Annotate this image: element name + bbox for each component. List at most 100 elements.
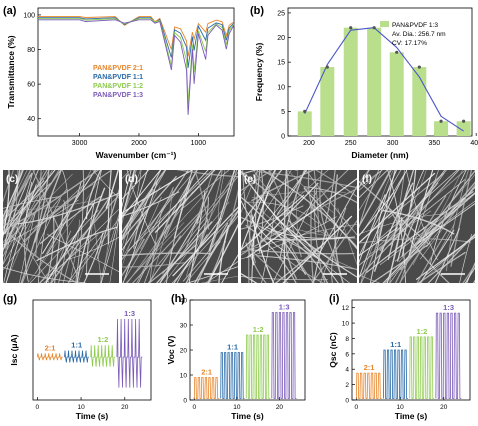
signal-trace-1-1	[64, 350, 89, 363]
fiber	[287, 219, 339, 283]
x-tick-label: 20	[121, 404, 129, 411]
fiber	[265, 226, 346, 239]
y-axis-label: Frequency (%)	[254, 43, 264, 102]
x-tick-label: 0	[192, 404, 196, 411]
fiber	[122, 170, 132, 209]
signal-trace-1-2	[409, 336, 435, 399]
panel-label-h: (h)	[171, 293, 185, 305]
x-tick-label: 0	[355, 404, 359, 411]
plot-frame	[32, 299, 152, 401]
fiber	[310, 206, 314, 283]
fiber	[191, 172, 238, 231]
fiber	[419, 184, 475, 260]
panel-label-d: (d)	[125, 174, 138, 185]
fiber	[270, 229, 328, 283]
fiber	[293, 170, 298, 171]
fiber	[359, 173, 406, 278]
fiber	[3, 170, 28, 225]
fiber	[207, 240, 227, 283]
fiber	[377, 170, 398, 244]
panel-label-e: (e)	[244, 174, 256, 185]
y-tick-label: 10	[342, 321, 350, 328]
x-tick-label: 250	[345, 140, 357, 147]
fiber	[274, 246, 322, 283]
bar-top-point	[303, 109, 307, 113]
histogram-bar	[456, 121, 471, 136]
fiber	[369, 170, 396, 283]
sem-image-c: (c)	[3, 170, 119, 283]
fiber	[122, 186, 174, 283]
ratio-label: 1:3	[124, 309, 135, 318]
fiber	[359, 274, 381, 283]
legend-entry: PAN&PVDF 2:1	[93, 65, 143, 72]
fiber	[265, 236, 356, 241]
bar-top-point	[395, 50, 399, 54]
series-line-panpvdf21	[38, 16, 235, 57]
series-line-panpvdf12	[38, 18, 235, 104]
fiber	[155, 221, 213, 283]
fiber	[361, 170, 402, 234]
fiber	[283, 207, 298, 280]
fiber	[193, 209, 238, 283]
bar-top-point	[417, 65, 421, 69]
fiber	[254, 170, 308, 239]
fiber	[3, 170, 24, 219]
fiber	[256, 255, 357, 270]
fiber	[35, 170, 42, 256]
fiber	[387, 170, 415, 261]
fiber	[122, 175, 191, 261]
bar-top-point	[439, 119, 443, 123]
fiber	[67, 231, 105, 283]
fiber	[275, 217, 357, 278]
fiber	[188, 191, 206, 283]
fiber	[419, 235, 475, 283]
series-line-panpvdf11	[38, 17, 235, 68]
x-tick-label: 350	[429, 140, 441, 147]
legend-text: Av. Dia.: 256.7 nm	[392, 31, 446, 38]
fiber	[373, 182, 414, 272]
histogram-bar	[367, 27, 382, 137]
fiber	[399, 170, 439, 283]
fiber	[122, 170, 137, 226]
legend-text: CV: 17.17%	[392, 40, 427, 47]
panel-label-b: (b)	[250, 5, 264, 17]
x-tick-label: 300	[387, 140, 399, 147]
fiber	[156, 203, 210, 268]
y-tick-label: 6	[345, 351, 349, 358]
fiber	[43, 208, 119, 283]
fiber	[221, 254, 238, 283]
fiber	[399, 205, 452, 283]
fiber	[136, 205, 177, 283]
fiber	[75, 170, 84, 283]
fiber	[162, 175, 238, 275]
fiber	[5, 189, 47, 283]
chart-diameter-histogram: 200 250 300 350 400 0 5 10 15 20 25 PAN&PVDF 1:3 Av.…	[254, 7, 478, 160]
fiber	[77, 224, 93, 283]
fiber	[359, 172, 436, 244]
fiber	[173, 217, 222, 283]
fiber	[122, 170, 131, 180]
fiber	[320, 219, 350, 283]
fiber	[399, 225, 439, 283]
signal-trace-1-1	[220, 352, 245, 399]
fiber	[245, 224, 297, 283]
y-axis-label: Voc (V)	[166, 336, 176, 365]
fiber	[459, 234, 473, 283]
x-axis-label: Time (s)	[231, 411, 264, 421]
fiber	[127, 196, 162, 268]
fiber	[462, 263, 475, 283]
fiber	[398, 173, 475, 263]
legend-entry: PAN&PVDF 1:1	[93, 74, 143, 81]
y-axis-label: Isc (μA)	[9, 334, 19, 365]
ratio-label: 1:1	[390, 340, 401, 349]
fiber	[218, 170, 226, 223]
fiber	[305, 170, 357, 236]
histogram-bar	[389, 52, 404, 136]
fiber	[324, 170, 336, 224]
fiber	[389, 209, 450, 283]
fiber	[313, 189, 326, 283]
fiber	[122, 175, 177, 241]
signal-trace-1-2	[90, 345, 116, 367]
fiber	[466, 262, 475, 283]
